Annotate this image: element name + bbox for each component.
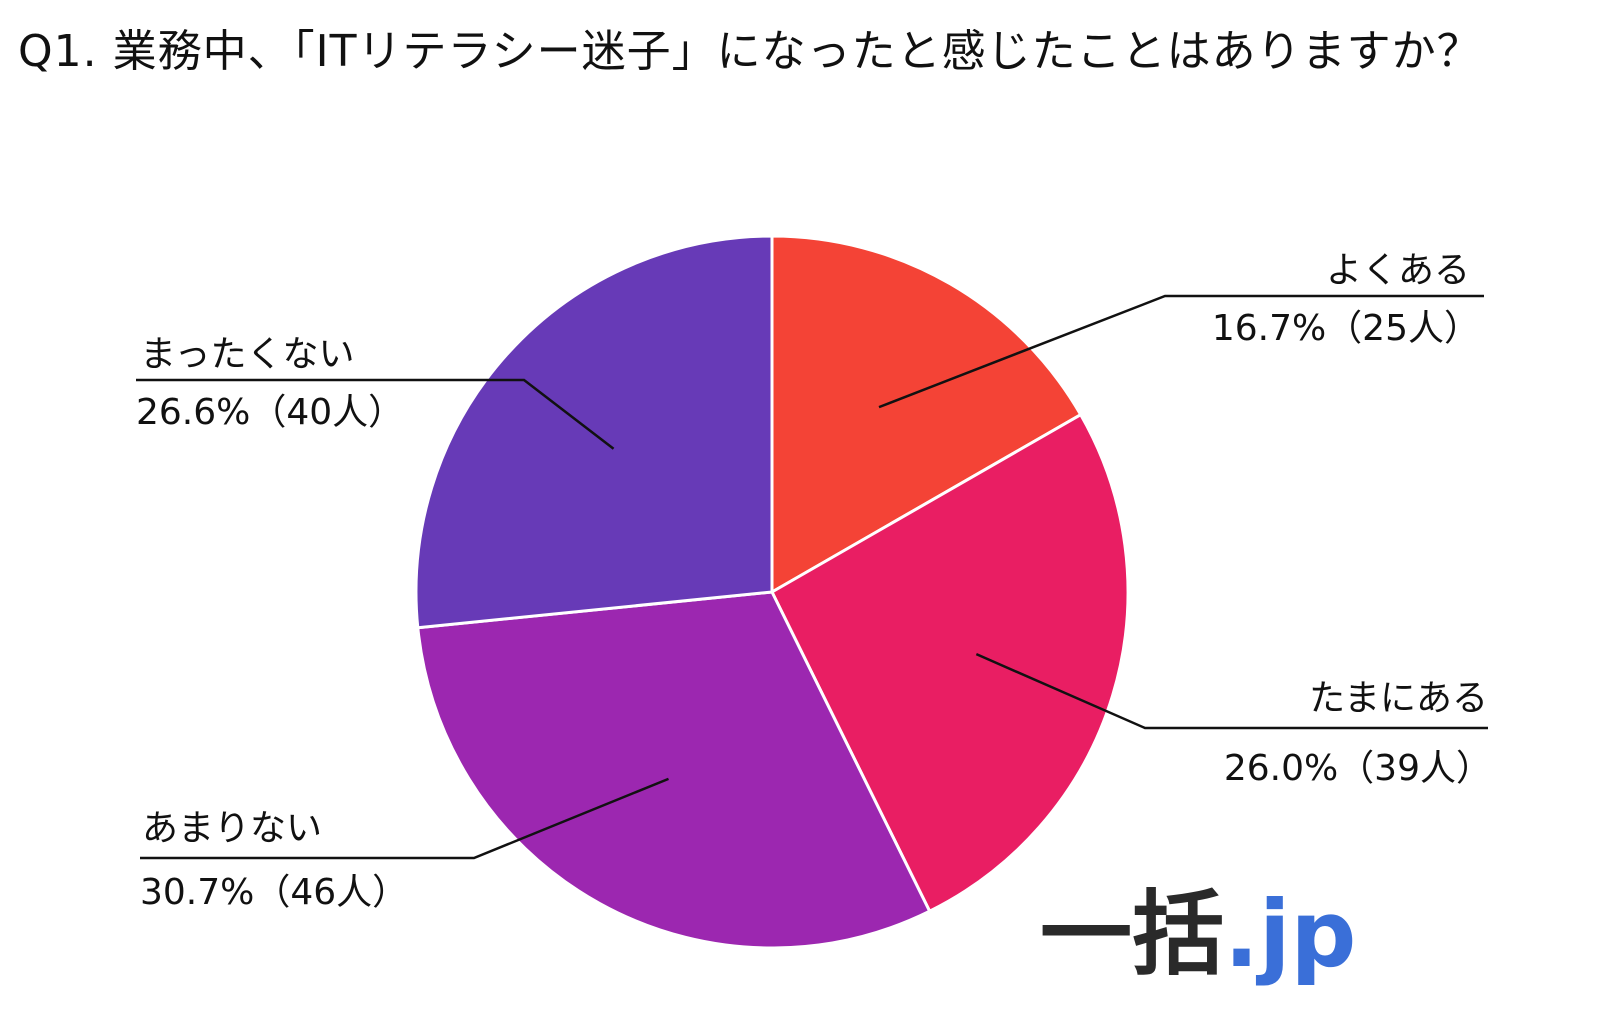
leader-line-amarinai [140, 777, 669, 860]
logo-main-text: 一括 [1040, 881, 1225, 988]
leader-line-tamaniaru [975, 653, 1488, 730]
leader-lines [136, 294, 1488, 860]
leader-line-yokuaru [878, 294, 1484, 409]
slice-amarinai [416, 590, 932, 950]
leader-line-mattakunai [136, 378, 615, 450]
label-amarinai-value: 30.7%（46人） [140, 872, 408, 913]
slice-yokuaru [770, 234, 1083, 595]
label-tamaniaru-value: 26.0%（39人） [1224, 748, 1492, 789]
label-yokuaru-category: よくある [1326, 250, 1470, 291]
pie-slices [414, 234, 1130, 950]
chart-title: Q1. 業務中、「ITリテラシー迷子」になったと感じたことはありますか？ [18, 26, 1482, 77]
slice-tamaniaru [770, 412, 1130, 914]
label-yokuaru-value: 16.7%（25人） [1212, 308, 1480, 349]
label-amarinai-category: あまりない [142, 808, 322, 849]
label-mattakunai-category: まったくない [140, 334, 355, 375]
slice-mattakunai [414, 234, 774, 630]
ikkatsu-logo: 一括.jp [1040, 880, 1356, 990]
label-mattakunai-value: 26.6%（40人） [136, 392, 404, 433]
label-tamaniaru-category: たまにある [1309, 678, 1488, 719]
logo-suffix-text: .jp [1224, 881, 1357, 988]
